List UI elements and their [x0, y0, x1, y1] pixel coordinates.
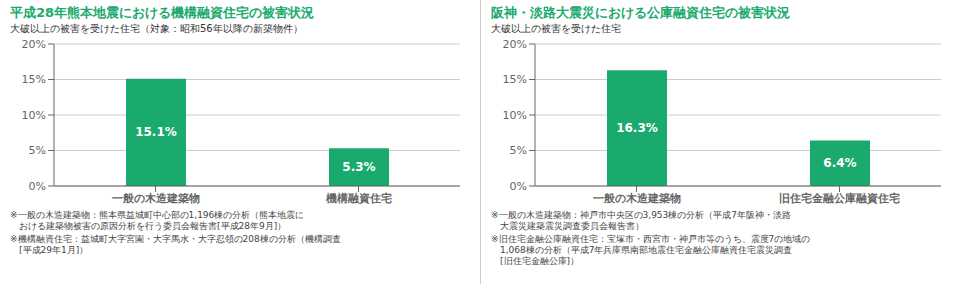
svg-text:15.1%: 15.1%	[135, 125, 177, 139]
html-text:※機構融資住宅：益城町大字宮園・大字馬水・大字忍領の208棟: ※機構融資住宅：益城町大字宮園・大字馬水・大字忍領の208棟の分析（機構調査 […	[10, 234, 341, 255]
svg-text:6.4%: 6.4%	[823, 156, 856, 170]
html-text:平成28年熊本地震における機構融資住宅の被害状況: 平成28年熊本地震における機構融資住宅の被害状況	[10, 5, 315, 20]
svg-text:15%: 15%	[22, 73, 46, 86]
svg-text:機構融資住宅: 機構融資住宅	[325, 192, 392, 205]
html-text:大破以上の被害を受けた住宅: 大破以上の被害を受けた住宅	[491, 23, 621, 34]
svg-text:0%: 0%	[29, 180, 46, 193]
svg-text:10%: 10%	[503, 109, 527, 122]
html-text:※旧住宅金融公庫融資住宅：宝塚市・西宮市・神戸市等のうち、震: ※旧住宅金融公庫融資住宅：宝塚市・西宮市・神戸市等のうち、震度7の地域の 1,0…	[491, 234, 811, 266]
svg-text:5.3%: 5.3%	[342, 160, 375, 174]
svg-text:20%: 20%	[503, 38, 527, 51]
svg-text:一般の木造建築物: 一般の木造建築物	[112, 192, 200, 205]
svg-text:5%: 5%	[29, 144, 46, 157]
html-text:※一般の木造建築物：神戸市中央区の3,953棟の分析（平成7: ※一般の木造建築物：神戸市中央区の3,953棟の分析（平成7年阪神・淡路 大震災…	[491, 210, 791, 231]
svg-text:一般の木造建築物: 一般の木造建築物	[593, 192, 681, 205]
svg-text:0%: 0%	[510, 180, 527, 193]
svg-text:15%: 15%	[503, 73, 527, 86]
svg-text:10%: 10%	[22, 109, 46, 122]
svg-text:旧住宅金融公庫融資住宅: 旧住宅金融公庫融資住宅	[779, 192, 900, 205]
html-text:※一般の木造建築物：熊本県益城町中心部の1,196棟の分析（: ※一般の木造建築物：熊本県益城町中心部の1,196棟の分析（熊本地震に おける建…	[10, 210, 305, 231]
html-text:阪神・淡路大震災における公庫融資住宅の被害状況: 阪神・淡路大震災における公庫融資住宅の被害状況	[491, 5, 790, 20]
html-text:大破以上の被害を受けた住宅（対象：昭和56年以降の新築物件）: 大破以上の被害を受けた住宅（対象：昭和56年以降の新築物件）	[10, 23, 303, 34]
svg-text:20%: 20%	[22, 38, 46, 51]
svg-text:5%: 5%	[510, 144, 527, 157]
svg-text:16.3%: 16.3%	[616, 121, 658, 135]
